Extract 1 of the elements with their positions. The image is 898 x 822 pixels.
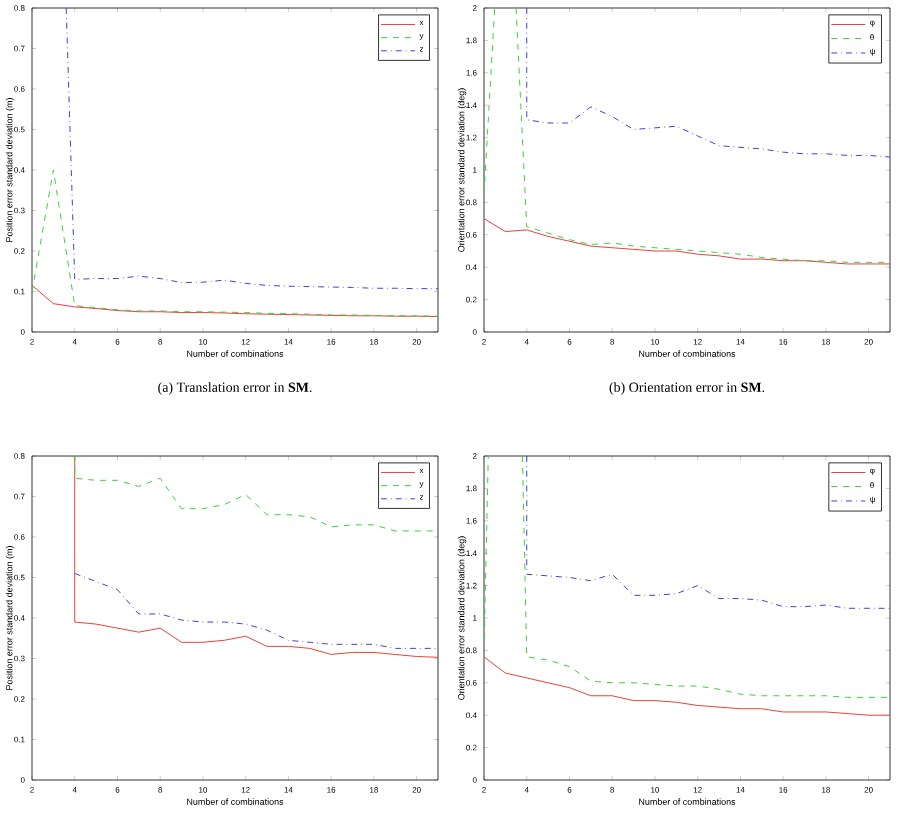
line-series — [65, 8, 438, 290]
